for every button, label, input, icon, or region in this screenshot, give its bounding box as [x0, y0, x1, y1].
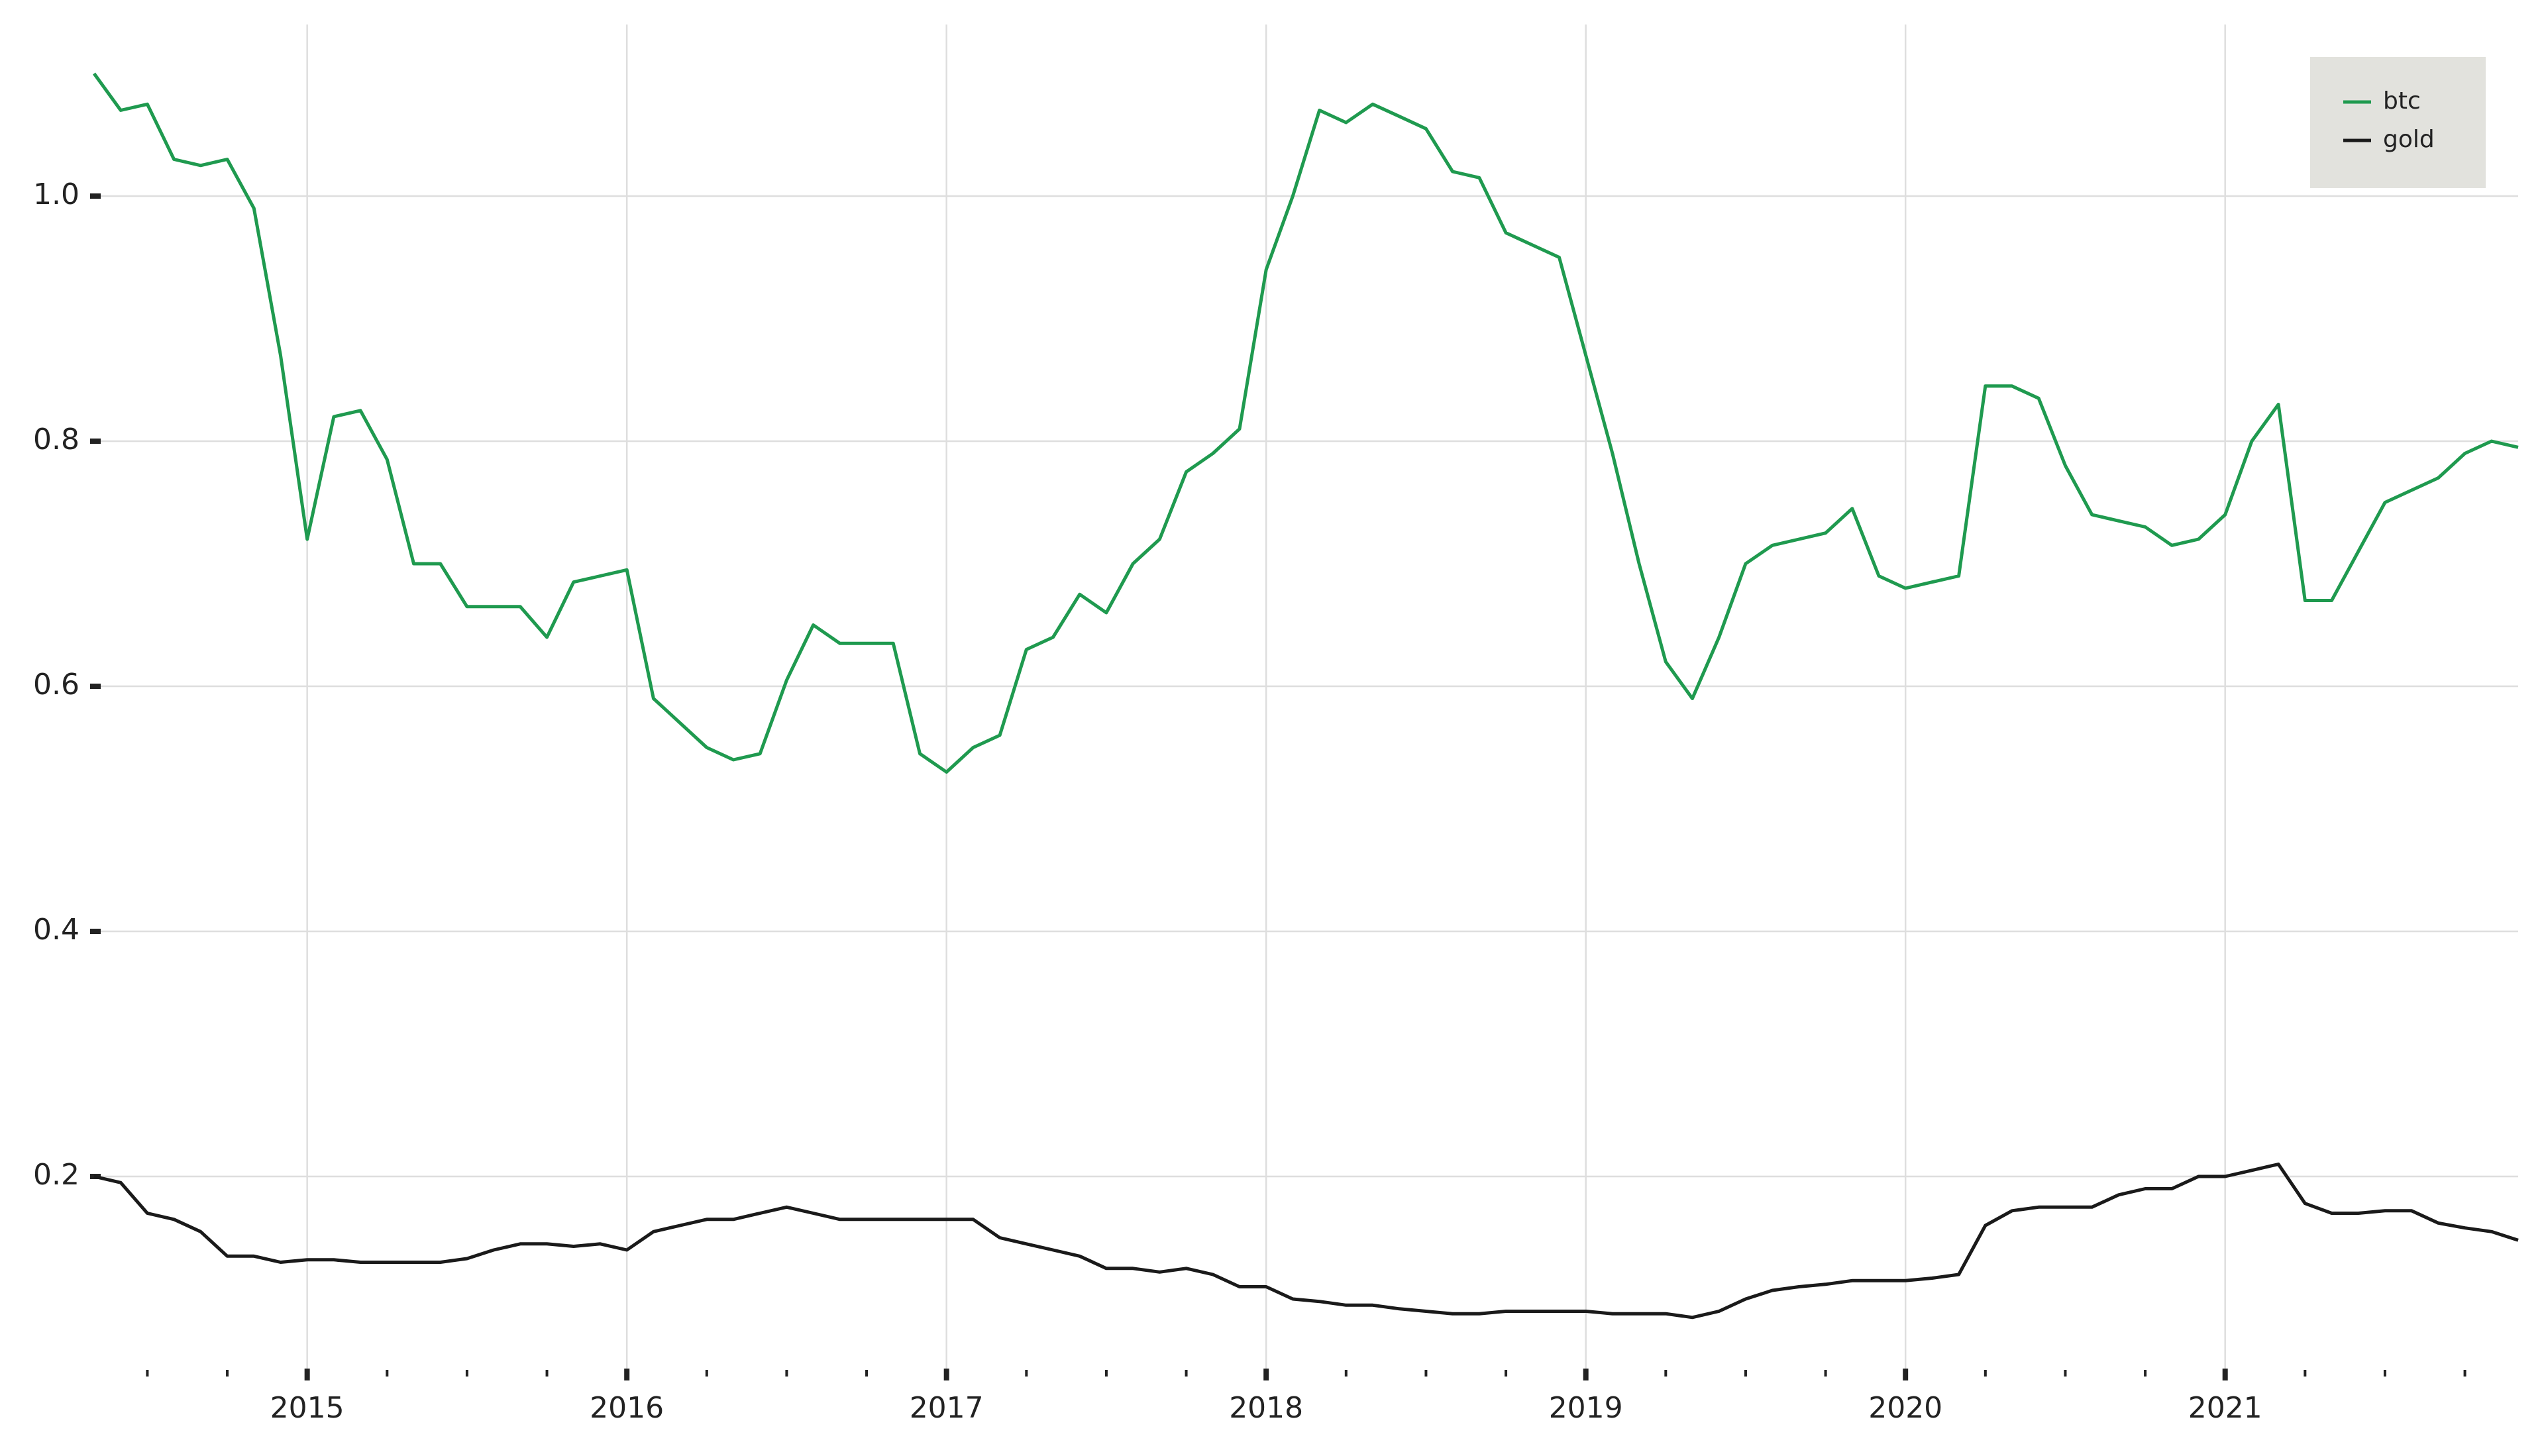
y-tick-label: 0.4 — [33, 913, 80, 947]
legend-box — [2310, 57, 2486, 188]
x-tick-label: 2019 — [1549, 1391, 1623, 1425]
y-tick-label: 0.6 — [33, 668, 80, 702]
x-tick-label: 2020 — [1868, 1391, 1942, 1425]
legend-label: gold — [2383, 126, 2435, 153]
y-tick-label: 0.8 — [33, 423, 80, 456]
series-line — [93, 1163, 2519, 1320]
x-tick-label: 2016 — [590, 1391, 664, 1425]
y-tick-label: 1.0 — [33, 178, 80, 211]
legend-label: btc — [2383, 87, 2421, 115]
x-tick-label: 2021 — [2188, 1391, 2262, 1425]
y-tick-label: 0.2 — [33, 1158, 80, 1192]
series-line — [92, 72, 2519, 774]
x-tick-label: 2017 — [910, 1391, 984, 1425]
x-tick-label: 2015 — [270, 1391, 344, 1425]
legend: btc gold — [2310, 57, 2486, 188]
x-tick-label: 2018 — [1229, 1391, 1303, 1425]
